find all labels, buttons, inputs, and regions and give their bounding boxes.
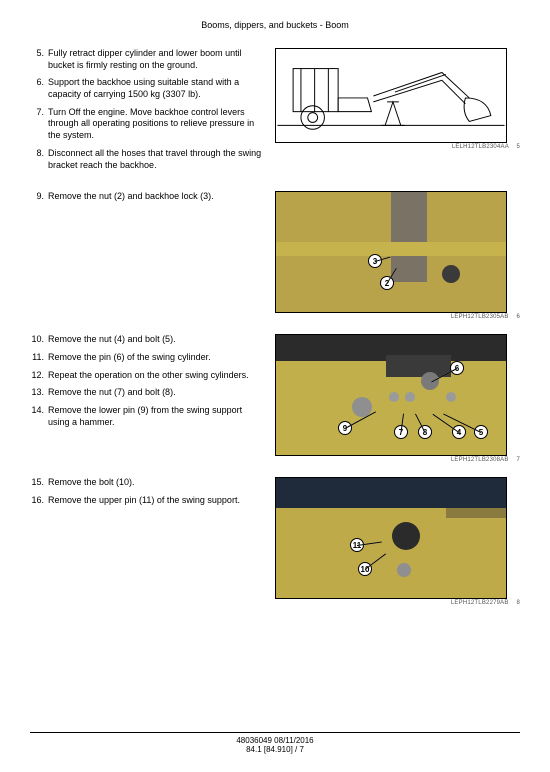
step-num: 5.	[30, 48, 48, 71]
step: 8. Disconnect all the hoses that travel …	[30, 148, 265, 171]
step-text: Remove the pin (6) of the swing cylinder…	[48, 352, 265, 364]
step: 7. Turn Off the engine. Move backhoe con…	[30, 107, 265, 142]
figure-caption: LEPH12TLB2279AB 8	[275, 600, 520, 606]
section-2-figure: 32 LEPH12TLB2305AB 6	[275, 191, 520, 320]
step-text: Remove the nut (7) and bolt (8).	[48, 387, 265, 399]
figure-photo: 32	[275, 191, 507, 313]
step-text: Repeat the operation on the other swing …	[48, 370, 265, 382]
step-num: 16.	[30, 495, 48, 507]
caption-num: 5	[516, 144, 520, 150]
step-num: 12.	[30, 370, 48, 382]
step-num: 10.	[30, 334, 48, 346]
page-header: Booms, dippers, and buckets - Boom	[30, 20, 520, 30]
figure-caption: LEPH12TLB2305AB 6	[275, 314, 520, 320]
step: 14. Remove the lower pin (9) from the sw…	[30, 405, 265, 428]
step: 10. Remove the nut (4) and bolt (5).	[30, 334, 265, 346]
step-text: Remove the upper pin (11) of the swing s…	[48, 495, 265, 507]
step-num: 6.	[30, 77, 48, 100]
caption-code: LELH12TLB2304AA	[452, 144, 509, 150]
step-num: 15.	[30, 477, 48, 489]
section-1-figure: LELH12TLB2304AA 5	[275, 48, 520, 150]
figure-photo: 697845	[275, 334, 507, 456]
footer-line2: 84.1 [84.910] / 7	[30, 745, 520, 754]
figure-diagram	[275, 48, 507, 143]
footer-line1: 48036049 08/11/2016	[30, 736, 520, 745]
section-4-text: 15. Remove the bolt (10). 16. Remove the…	[30, 477, 275, 512]
step: 6. Support the backhoe using suitable st…	[30, 77, 265, 100]
step-num: 13.	[30, 387, 48, 399]
section-1-text: 5. Fully retract dipper cylinder and low…	[30, 48, 275, 177]
step-text: Disconnect all the hoses that travel thr…	[48, 148, 265, 171]
step: 13. Remove the nut (7) and bolt (8).	[30, 387, 265, 399]
step-num: 8.	[30, 148, 48, 171]
step: 9. Remove the nut (2) and backhoe lock (…	[30, 191, 265, 203]
caption-code: LEPH12TLB2305AB	[451, 314, 509, 320]
section-2-text: 9. Remove the nut (2) and backhoe lock (…	[30, 191, 275, 209]
section-4-figure: 1110 LEPH12TLB2279AB 8	[275, 477, 520, 606]
step-num: 14.	[30, 405, 48, 428]
step: 5. Fully retract dipper cylinder and low…	[30, 48, 265, 71]
step-text: Remove the nut (2) and backhoe lock (3).	[48, 191, 265, 203]
caption-code: LEPH12TLB2308AB	[451, 457, 509, 463]
section-4: 15. Remove the bolt (10). 16. Remove the…	[30, 477, 520, 606]
figure-photo: 1110	[275, 477, 507, 599]
caption-code: LEPH12TLB2279AB	[451, 600, 509, 606]
step-num: 11.	[30, 352, 48, 364]
step-text: Turn Off the engine. Move backhoe contro…	[48, 107, 265, 142]
step-text: Fully retract dipper cylinder and lower …	[48, 48, 265, 71]
step-num: 9.	[30, 191, 48, 203]
section-2: 9. Remove the nut (2) and backhoe lock (…	[30, 191, 520, 320]
step-text: Remove the lower pin (9) from the swing …	[48, 405, 265, 428]
figure-caption: LELH12TLB2304AA 5	[275, 144, 520, 150]
figure-caption: LEPH12TLB2308AB 7	[275, 457, 520, 463]
step: 16. Remove the upper pin (11) of the swi…	[30, 495, 265, 507]
caption-num: 7	[516, 457, 520, 463]
step: 11. Remove the pin (6) of the swing cyli…	[30, 352, 265, 364]
caption-num: 6	[516, 314, 520, 320]
step-text: Support the backhoe using suitable stand…	[48, 77, 265, 100]
step-num: 7.	[30, 107, 48, 142]
step-text: Remove the nut (4) and bolt (5).	[48, 334, 265, 346]
tractor-line-art	[276, 49, 506, 142]
section-1: 5. Fully retract dipper cylinder and low…	[30, 48, 520, 177]
step: 15. Remove the bolt (10).	[30, 477, 265, 489]
section-3: 10. Remove the nut (4) and bolt (5). 11.…	[30, 334, 520, 463]
step-text: Remove the bolt (10).	[48, 477, 265, 489]
caption-num: 8	[516, 600, 520, 606]
section-3-figure: 697845 LEPH12TLB2308AB 7	[275, 334, 520, 463]
section-3-text: 10. Remove the nut (4) and bolt (5). 11.…	[30, 334, 275, 434]
step: 12. Repeat the operation on the other sw…	[30, 370, 265, 382]
page-footer: 48036049 08/11/2016 84.1 [84.910] / 7	[30, 732, 520, 754]
